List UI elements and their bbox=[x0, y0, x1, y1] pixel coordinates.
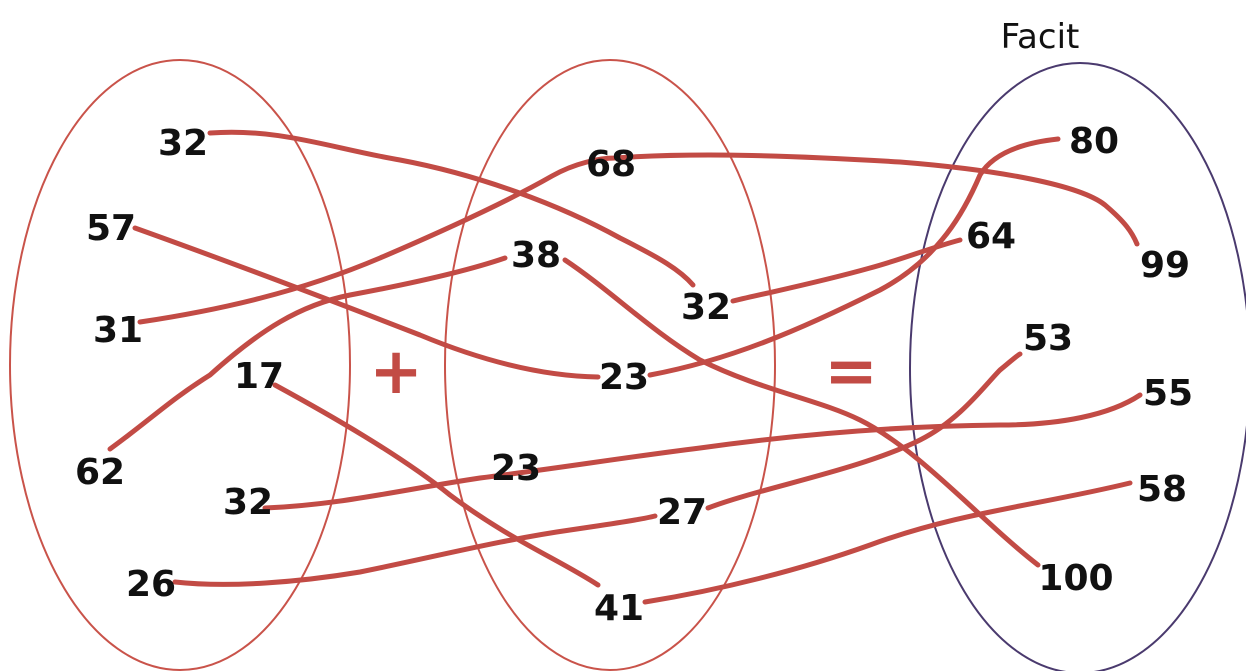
connector-line bbox=[730, 237, 963, 304]
left-number: 57 bbox=[86, 208, 136, 249]
connector-line bbox=[642, 480, 1133, 605]
middle-number: 23 bbox=[491, 448, 541, 489]
answer-number: 55 bbox=[1143, 373, 1193, 414]
answer-number: 64 bbox=[966, 216, 1016, 257]
connector-line bbox=[137, 152, 1140, 325]
middle-number: 23 bbox=[599, 357, 649, 398]
left-number: 32 bbox=[223, 482, 273, 523]
middle-number: 41 bbox=[594, 588, 644, 629]
answer-number: 100 bbox=[1038, 558, 1113, 599]
middle-number: 27 bbox=[657, 492, 707, 533]
answer-number: 58 bbox=[1137, 469, 1187, 510]
equals-operator: = bbox=[824, 335, 878, 409]
answer-number: 80 bbox=[1069, 121, 1119, 162]
left-number: 17 bbox=[234, 356, 284, 397]
connector-line bbox=[207, 129, 696, 288]
facit-title: Facit bbox=[1001, 17, 1080, 57]
middle-number: 68 bbox=[586, 144, 636, 185]
connector-line bbox=[272, 382, 601, 588]
answer-number: 53 bbox=[1023, 318, 1073, 359]
middle-set-oval bbox=[444, 59, 776, 671]
left-number: 32 bbox=[158, 123, 208, 164]
left-set-oval bbox=[9, 59, 351, 671]
left-number: 62 bbox=[75, 452, 125, 493]
connector-line bbox=[562, 257, 1041, 568]
left-number: 26 bbox=[126, 564, 176, 605]
connector-line bbox=[705, 351, 1023, 511]
connector-line bbox=[647, 136, 1061, 378]
connector-line bbox=[172, 513, 658, 587]
answer-set-oval bbox=[909, 62, 1246, 671]
connector-line bbox=[132, 225, 601, 380]
plus-operator: + bbox=[369, 335, 423, 409]
connector-line bbox=[262, 392, 1143, 511]
middle-number: 38 bbox=[511, 235, 561, 276]
answer-number: 99 bbox=[1140, 245, 1190, 286]
left-number: 31 bbox=[93, 310, 143, 351]
middle-number: 32 bbox=[681, 287, 731, 328]
connector-line bbox=[107, 255, 508, 452]
